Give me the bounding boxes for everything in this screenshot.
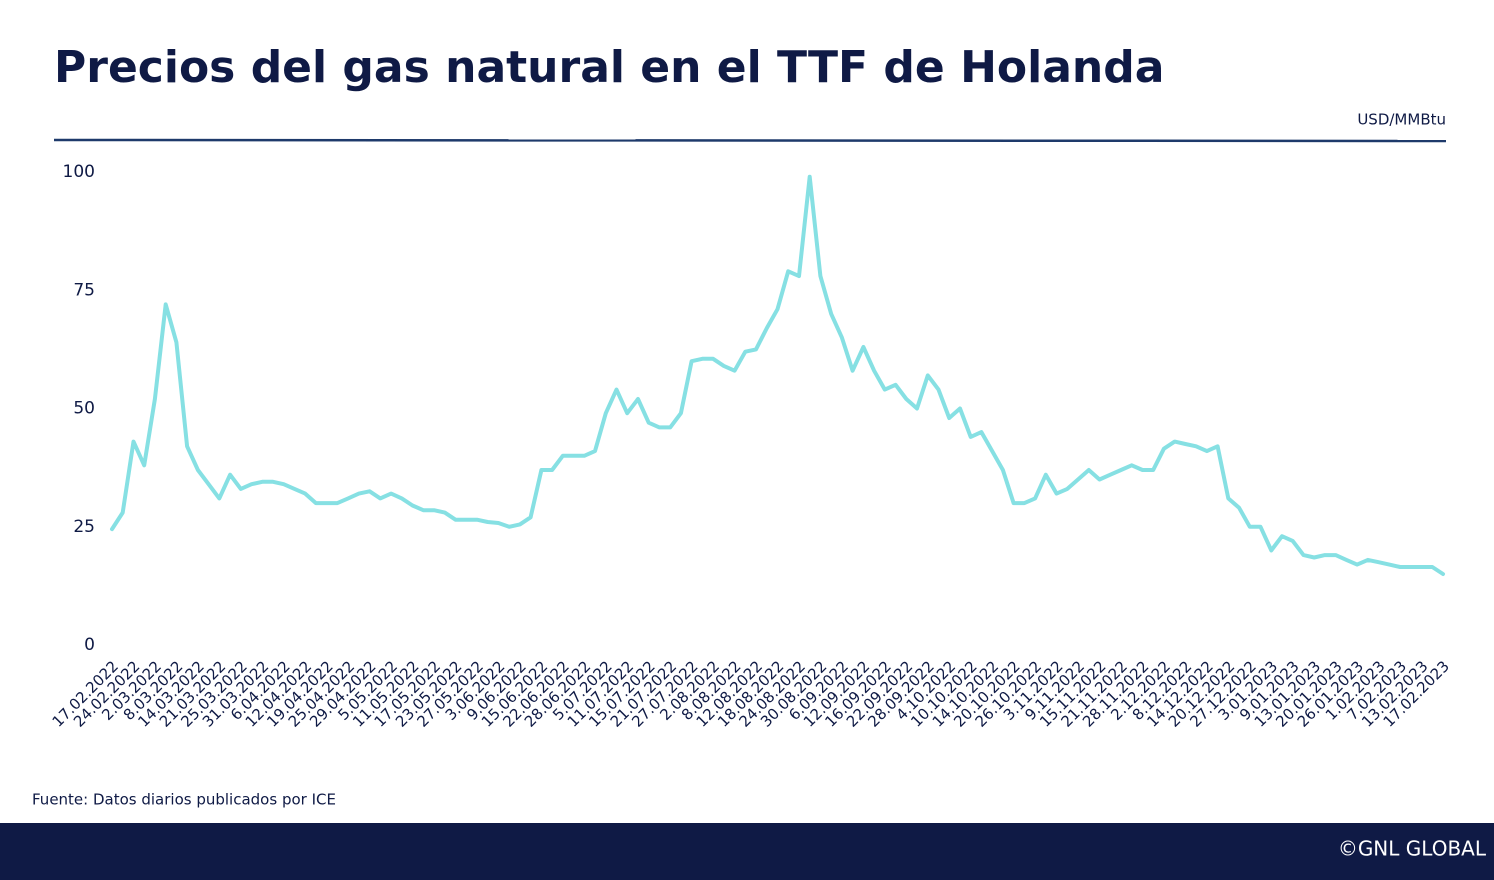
y-tick-label: 75 [73, 280, 95, 300]
y-tick-label: 50 [73, 399, 95, 419]
y-tick-label: 25 [73, 517, 95, 537]
y-tick-label: 0 [84, 635, 95, 655]
price-line [110, 174, 1445, 576]
credit: ©GNL GLOBAL [1338, 837, 1487, 861]
y-tick-label: 100 [63, 162, 95, 182]
unit-label: USD/MMBtu [1357, 111, 1446, 129]
footer-bar [0, 823, 1494, 880]
chart-title: Precios del gas natural en el TTF de Hol… [54, 42, 1164, 93]
header-rule [53, 138, 1447, 143]
source-note: Fuente: Datos diarios publicados por ICE [32, 791, 336, 809]
